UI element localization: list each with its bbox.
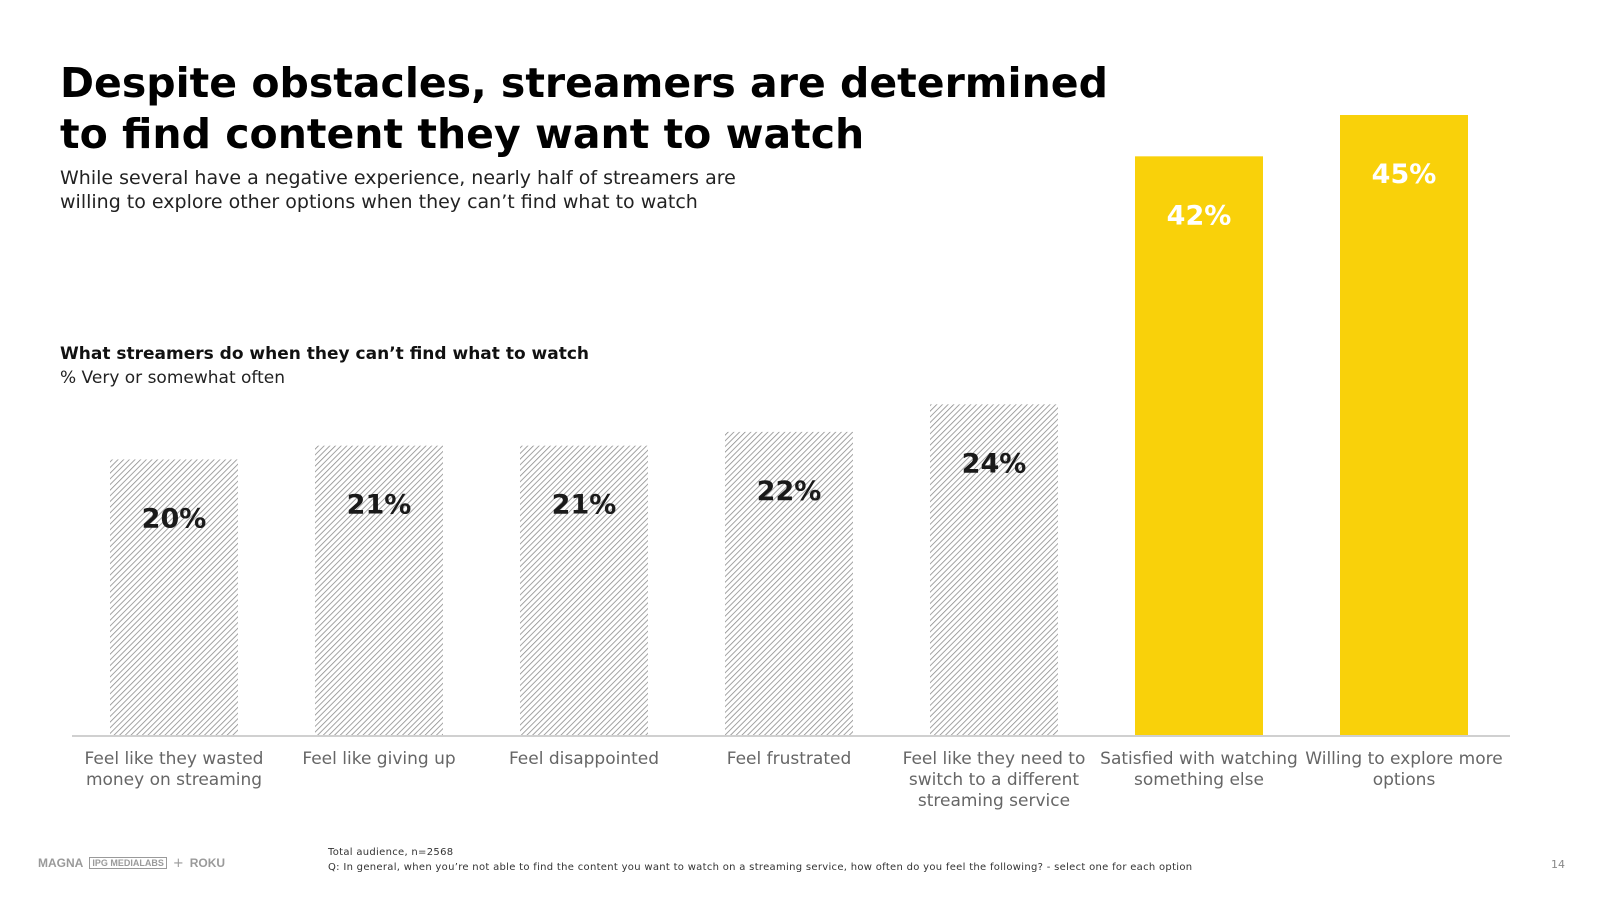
chart-subtitle: % Very or somewhat often (60, 368, 286, 388)
category-label-3: Feel disappointed (509, 749, 659, 769)
category-label-5: Feel like they need to switch to a differ… (903, 749, 1086, 811)
category-label-4: Feel frustrated (727, 749, 852, 769)
logo-plus: + (172, 855, 184, 871)
footer-question-note: Q: In general, when you’re not able to f… (328, 862, 1193, 873)
bar-value-label-6: 42% (1167, 200, 1232, 231)
category-label-7: Willing to explore more options (1305, 749, 1502, 790)
footer-sample-note: Total audience, n=2568 (328, 847, 454, 858)
bar-value-label-7: 45% (1372, 159, 1437, 190)
roku-logo: ROKU (189, 856, 226, 870)
bar-2 (315, 445, 443, 735)
category-label-6: Satisfied with watching something else (1100, 749, 1298, 790)
bar-value-label-1: 20% (142, 503, 207, 534)
bar-value-label-3: 21% (552, 490, 617, 521)
bar-1 (110, 459, 238, 735)
footer-logos: MAGNA IPG MEDIALABS + ROKU (38, 853, 225, 873)
ipg-logo: IPG MEDIALABS (89, 857, 167, 869)
bar-3 (520, 445, 648, 735)
bar-value-label-4: 22% (757, 476, 822, 507)
bar-4 (725, 431, 853, 735)
category-label-1: Feel like they wasted money on streaming (85, 749, 264, 790)
category-label-2: Feel like giving up (302, 749, 455, 769)
chart-title: What streamers do when they can’t find w… (60, 344, 590, 364)
page-number: 14 (1551, 858, 1565, 871)
bar-7 (1340, 115, 1468, 735)
bar-value-label-5: 24% (962, 448, 1027, 479)
bar-value-label-2: 21% (347, 490, 412, 521)
bar-5 (930, 404, 1058, 735)
magna-logo: MAGNA (38, 856, 84, 870)
page-subtitle: While several have a negative experience… (60, 167, 736, 213)
bar-6 (1135, 156, 1263, 736)
page-title: Despite obstacles, streamers are determi… (60, 59, 1108, 158)
